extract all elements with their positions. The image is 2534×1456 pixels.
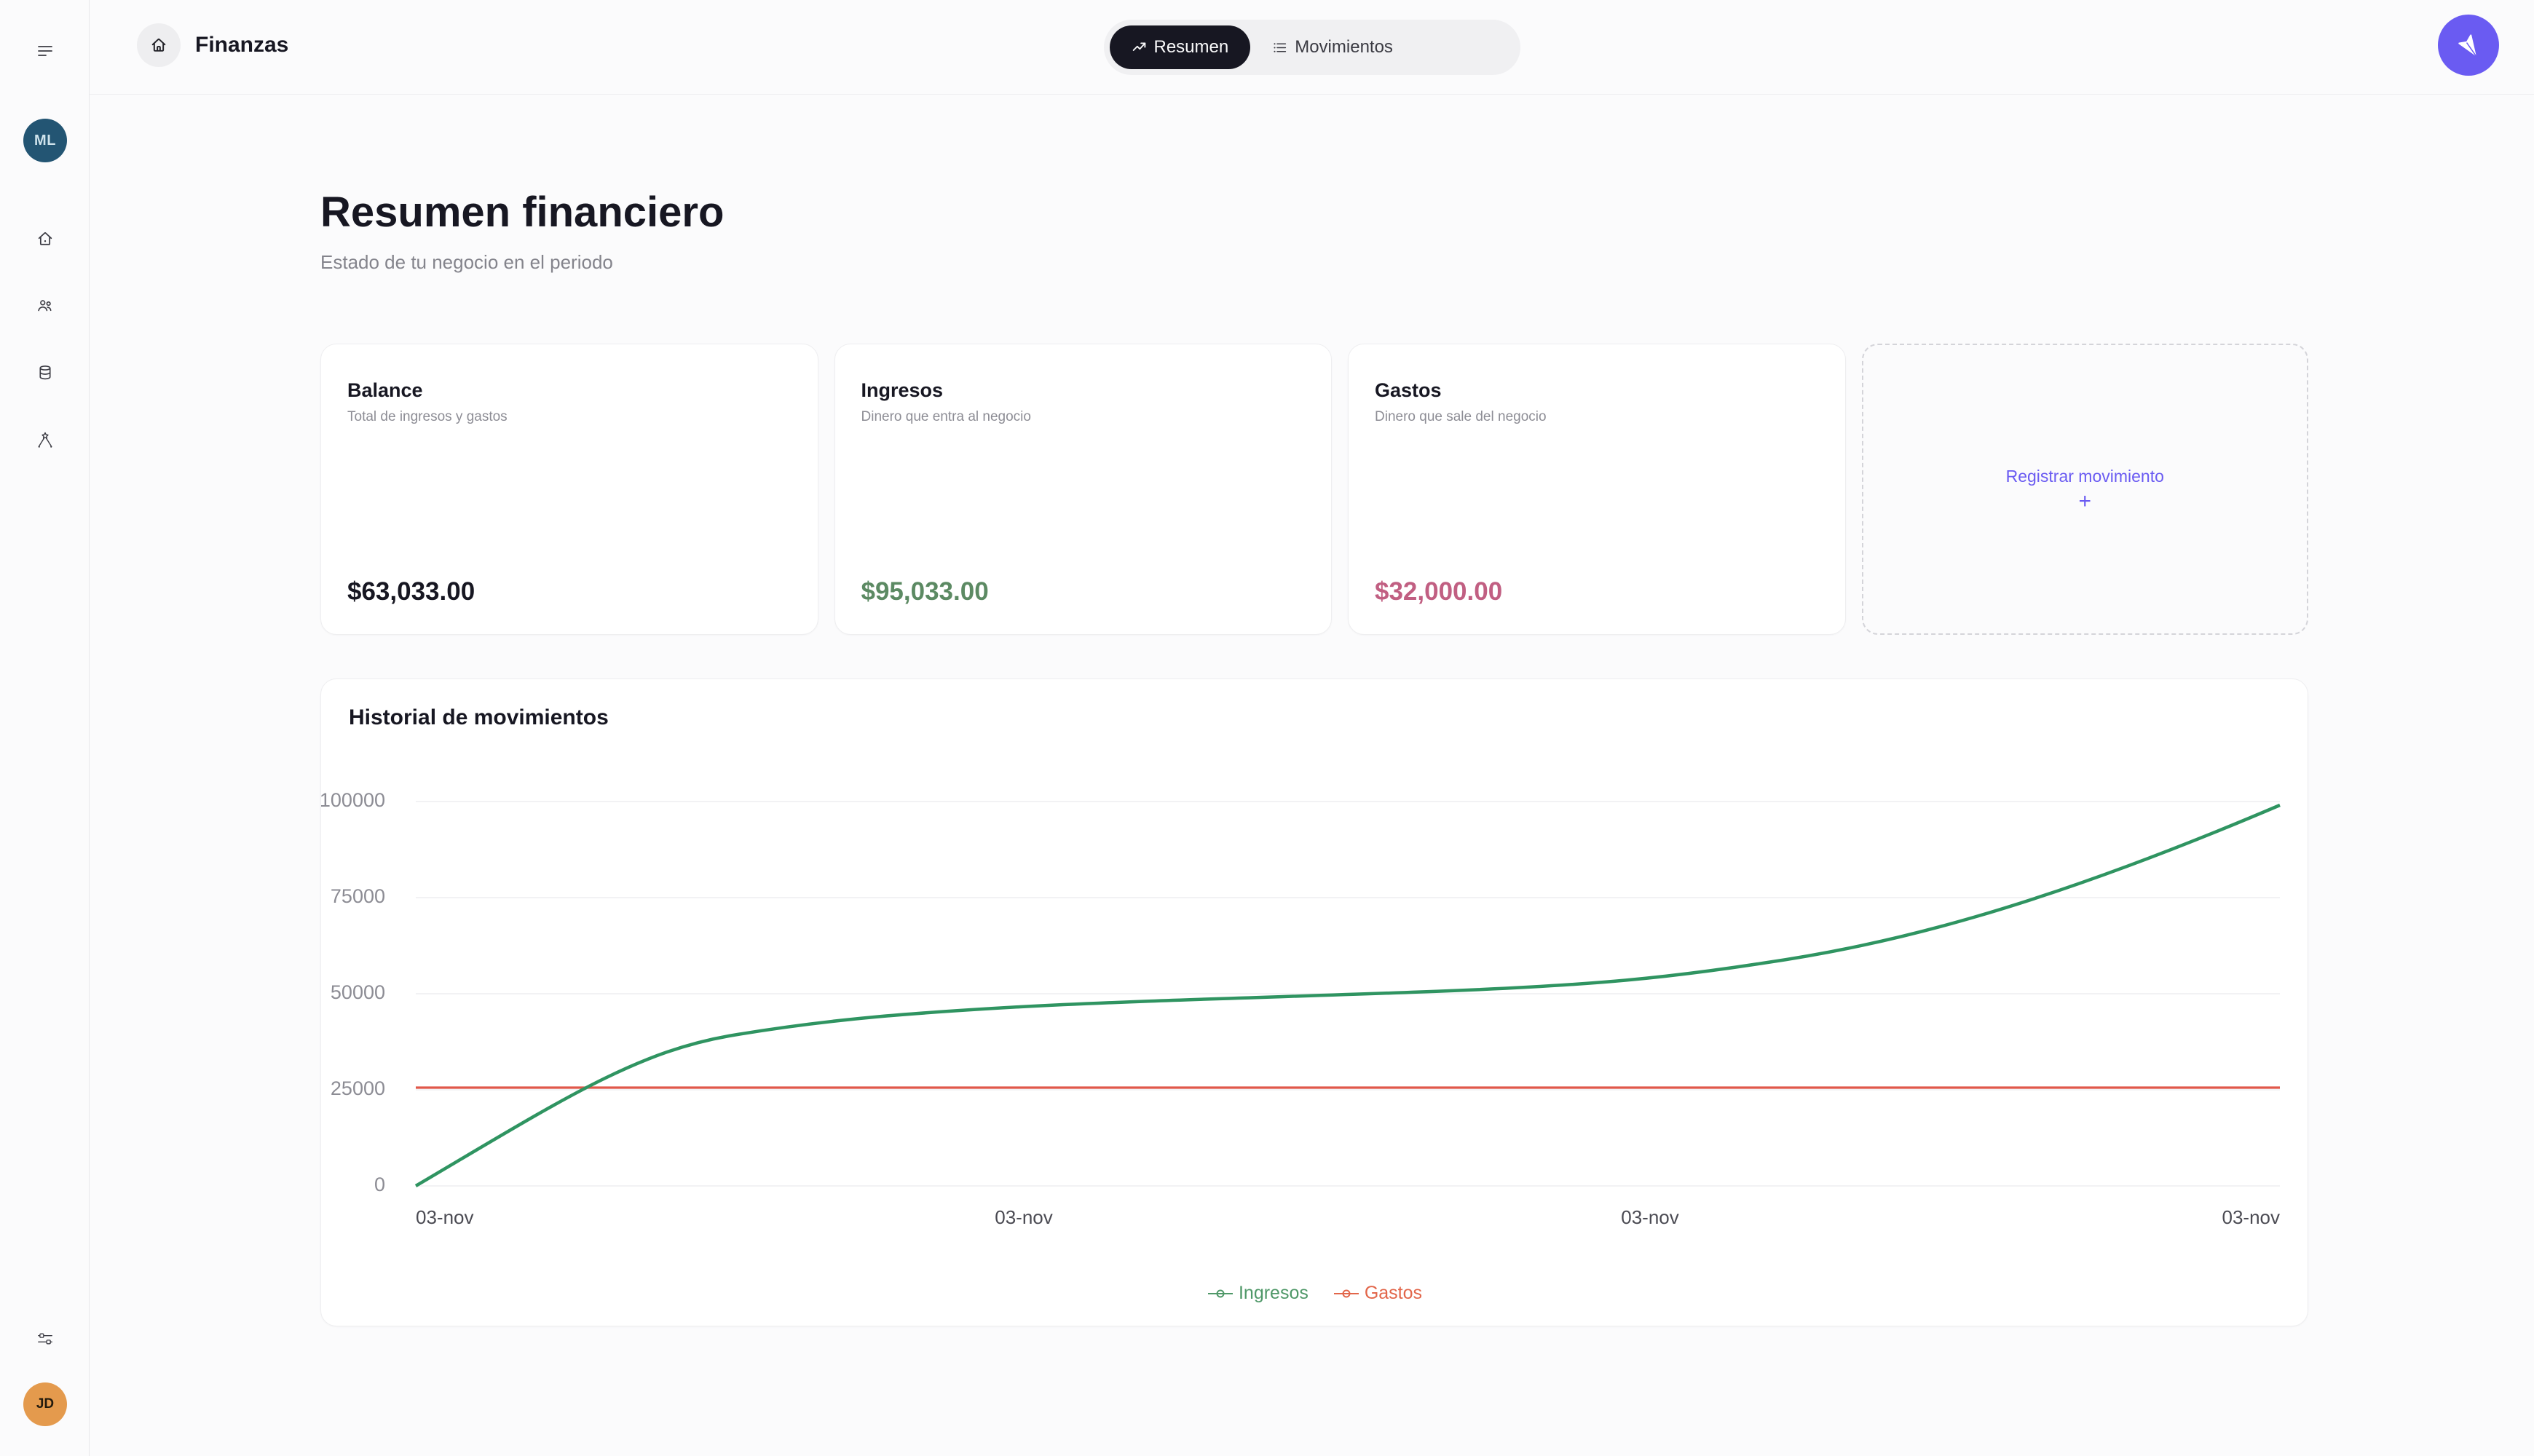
svg-text:03-nov: 03-nov bbox=[2222, 1206, 2281, 1228]
svg-text:03-nov: 03-nov bbox=[416, 1206, 474, 1228]
svg-text:25000: 25000 bbox=[331, 1077, 385, 1099]
svg-text:50000: 50000 bbox=[331, 981, 385, 1003]
svg-text:03-nov: 03-nov bbox=[995, 1206, 1053, 1228]
svg-text:75000: 75000 bbox=[331, 885, 385, 907]
svg-text:0: 0 bbox=[374, 1174, 385, 1195]
svg-text:100000: 100000 bbox=[321, 789, 385, 811]
svg-text:03-nov: 03-nov bbox=[1621, 1206, 1679, 1228]
